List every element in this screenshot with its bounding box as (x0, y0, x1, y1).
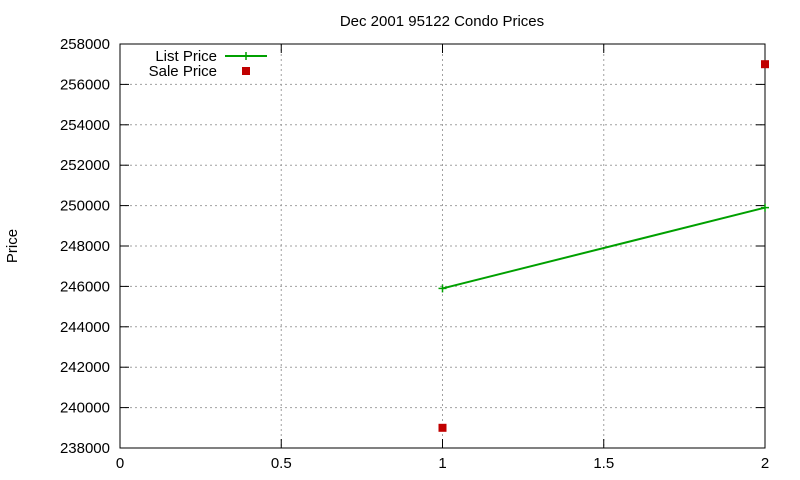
legend-label: Sale Price (149, 63, 217, 80)
legend-swatch-marker (242, 52, 250, 60)
series-line (442, 206, 766, 290)
x-tick-label: 1.5 (593, 455, 614, 472)
y-tick-label: 240000 (60, 400, 110, 417)
legend-swatch-marker (242, 67, 250, 75)
y-tick-label: 254000 (60, 117, 110, 134)
y-tick-label: 246000 (60, 278, 110, 295)
legend-label: List Price (155, 48, 217, 65)
y-tick-label: 248000 (60, 238, 110, 255)
data-point (761, 60, 769, 69)
ticks: 238000 240000 242000 244000 246000 248000 2500… (60, 36, 769, 472)
series-layer (438, 60, 769, 432)
y-tick-label: 256000 (60, 76, 110, 93)
y-tick-label: 250000 (60, 198, 110, 215)
x-tick-label: 0.5 (271, 455, 292, 472)
y-tick-label: 252000 (60, 157, 110, 174)
legend-item: List Price (155, 48, 267, 65)
y-tick-label: 244000 (60, 319, 110, 336)
data-point (438, 284, 447, 293)
data-point (761, 203, 769, 212)
chart-title: Dec 2001 95122 Condo Prices (340, 13, 544, 30)
legend-item: Sale Price (149, 63, 250, 80)
grid (120, 44, 765, 448)
series-list-price (438, 203, 769, 293)
data-point (438, 423, 447, 432)
y-tick-label: 238000 (60, 440, 110, 457)
y-tick-label: 242000 (60, 359, 110, 376)
y-axis-label: Price (4, 229, 21, 263)
y-tick-label: 258000 (60, 36, 110, 53)
x-tick-label: 0 (116, 455, 124, 472)
series-sale-price (438, 60, 769, 432)
x-tick-label: 2 (761, 455, 769, 472)
x-tick-label: 1 (438, 455, 446, 472)
